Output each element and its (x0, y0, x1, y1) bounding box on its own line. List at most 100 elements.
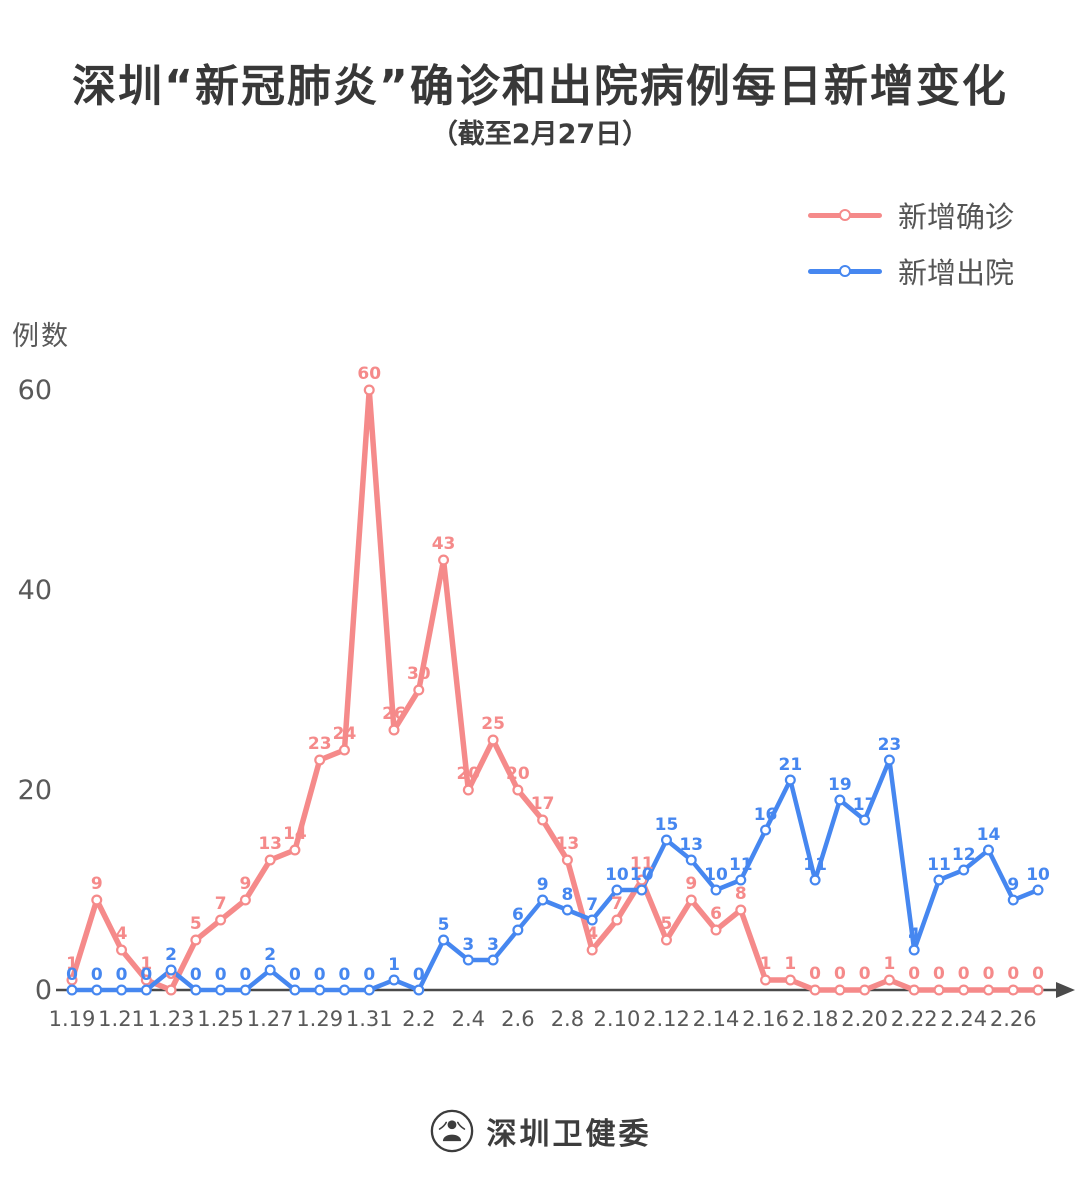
data-point-label: 0 (91, 965, 103, 985)
x-tick-label: 2.6 (501, 1007, 534, 1031)
x-tick-label: 1.29 (296, 1007, 343, 1031)
data-point-label: 0 (809, 964, 821, 984)
x-tick-label: 2.22 (891, 1007, 938, 1031)
data-point-marker (760, 824, 772, 836)
data-point-label: 7 (586, 895, 598, 915)
legend-item-confirmed: 新增确诊 (807, 194, 1014, 236)
x-tick-label: 2.16 (742, 1007, 789, 1031)
data-point-marker (264, 854, 276, 866)
x-tick-label: 2.12 (643, 1007, 690, 1031)
data-point-label: 11 (927, 855, 951, 875)
data-point-marker (883, 754, 895, 766)
data-point-label: 1 (140, 954, 152, 974)
data-point-marker (933, 874, 945, 886)
data-point-marker (91, 984, 103, 996)
shenzhen-health-commission-logo-icon (430, 1109, 473, 1153)
data-point-marker (289, 844, 301, 856)
data-point-marker (883, 974, 895, 986)
data-point-label: 0 (66, 965, 78, 985)
data-point-marker (908, 984, 920, 996)
data-point-label: 0 (859, 964, 871, 984)
legend-item-discharged: 新增出院 (807, 250, 1014, 292)
data-point-label: 8 (561, 885, 573, 905)
data-point-marker (388, 724, 400, 736)
data-point-label: 25 (481, 714, 505, 734)
data-point-label: 9 (685, 874, 697, 894)
x-axis-arrow-icon (1056, 982, 1075, 998)
data-point-marker (239, 984, 251, 996)
data-point-label: 0 (834, 964, 846, 984)
data-point-marker (586, 944, 598, 956)
x-tick-label: 2.14 (693, 1007, 740, 1031)
x-tick-label: 2.18 (792, 1007, 839, 1031)
data-point-label: 0 (289, 965, 301, 985)
data-point-marker (1032, 984, 1044, 996)
data-point-label: 0 (1032, 964, 1044, 984)
x-tick-label: 2.24 (940, 1007, 987, 1031)
legend-swatch-confirmed (807, 208, 882, 222)
data-point-label: 10 (1026, 865, 1050, 885)
data-point-label: 30 (407, 664, 431, 684)
data-point-marker (958, 984, 970, 996)
data-point-marker (1032, 884, 1044, 896)
data-point-marker (190, 934, 202, 946)
data-point-label: 13 (556, 834, 580, 854)
data-point-marker (140, 974, 152, 986)
data-point-marker (710, 924, 722, 936)
data-point-marker (116, 944, 128, 956)
data-point-marker (982, 844, 994, 856)
data-point-marker (710, 884, 722, 896)
data-point-label: 0 (933, 964, 945, 984)
data-point-marker (561, 904, 573, 916)
data-point-label: 0 (339, 965, 351, 985)
data-point-marker (982, 984, 994, 996)
data-point-label: 20 (456, 764, 480, 784)
data-point-label: 0 (116, 965, 128, 985)
data-point-marker (834, 984, 846, 996)
data-point-marker (487, 954, 499, 966)
data-point-label: 16 (754, 805, 778, 825)
data-point-label: 43 (432, 534, 456, 554)
data-point-marker (314, 754, 326, 766)
data-point-label: 10 (605, 865, 629, 885)
data-point-marker (958, 864, 970, 876)
x-tick-label: 1.19 (49, 1007, 96, 1031)
data-point-marker (735, 904, 747, 916)
data-point-label: 12 (952, 845, 976, 865)
data-point-label: 0 (1007, 964, 1019, 984)
data-point-marker (413, 684, 425, 696)
data-point-label: 20 (506, 764, 530, 784)
data-point-marker (363, 384, 375, 396)
data-point-label: 0 (908, 964, 920, 984)
x-tick-label: 1.31 (346, 1007, 393, 1031)
data-point-marker (338, 744, 350, 756)
data-point-label: 1 (760, 954, 772, 974)
data-point-label: 13 (258, 834, 282, 854)
data-point-marker (363, 984, 375, 996)
data-point-marker (215, 914, 227, 926)
data-point-marker (685, 854, 697, 866)
series-line-discharged (69, 757, 1041, 993)
data-point-marker (611, 914, 623, 926)
page-subtitle: （截至2月27日） (430, 119, 650, 150)
data-point-marker (784, 974, 796, 986)
data-point-marker (462, 784, 474, 796)
data-point-label: 11 (803, 855, 827, 875)
data-point-marker (165, 964, 177, 976)
data-point-label: 4 (586, 924, 598, 944)
data-point-label: 9 (537, 875, 549, 895)
series-line-confirmed (69, 387, 1041, 993)
x-tick-label: 2.10 (594, 1007, 641, 1031)
data-point-marker (140, 984, 152, 996)
data-point-label: 6 (710, 904, 722, 924)
data-point-label: 0 (413, 965, 425, 985)
data-point-marker (760, 974, 772, 986)
data-point-label: 1 (883, 954, 895, 974)
data-point-marker (660, 834, 672, 846)
data-point-marker (561, 854, 573, 866)
data-point-label: 1 (388, 955, 400, 975)
data-point-label: 21 (778, 755, 802, 775)
x-tick-label: 1.25 (197, 1007, 244, 1031)
data-point-label: 19 (828, 775, 852, 795)
